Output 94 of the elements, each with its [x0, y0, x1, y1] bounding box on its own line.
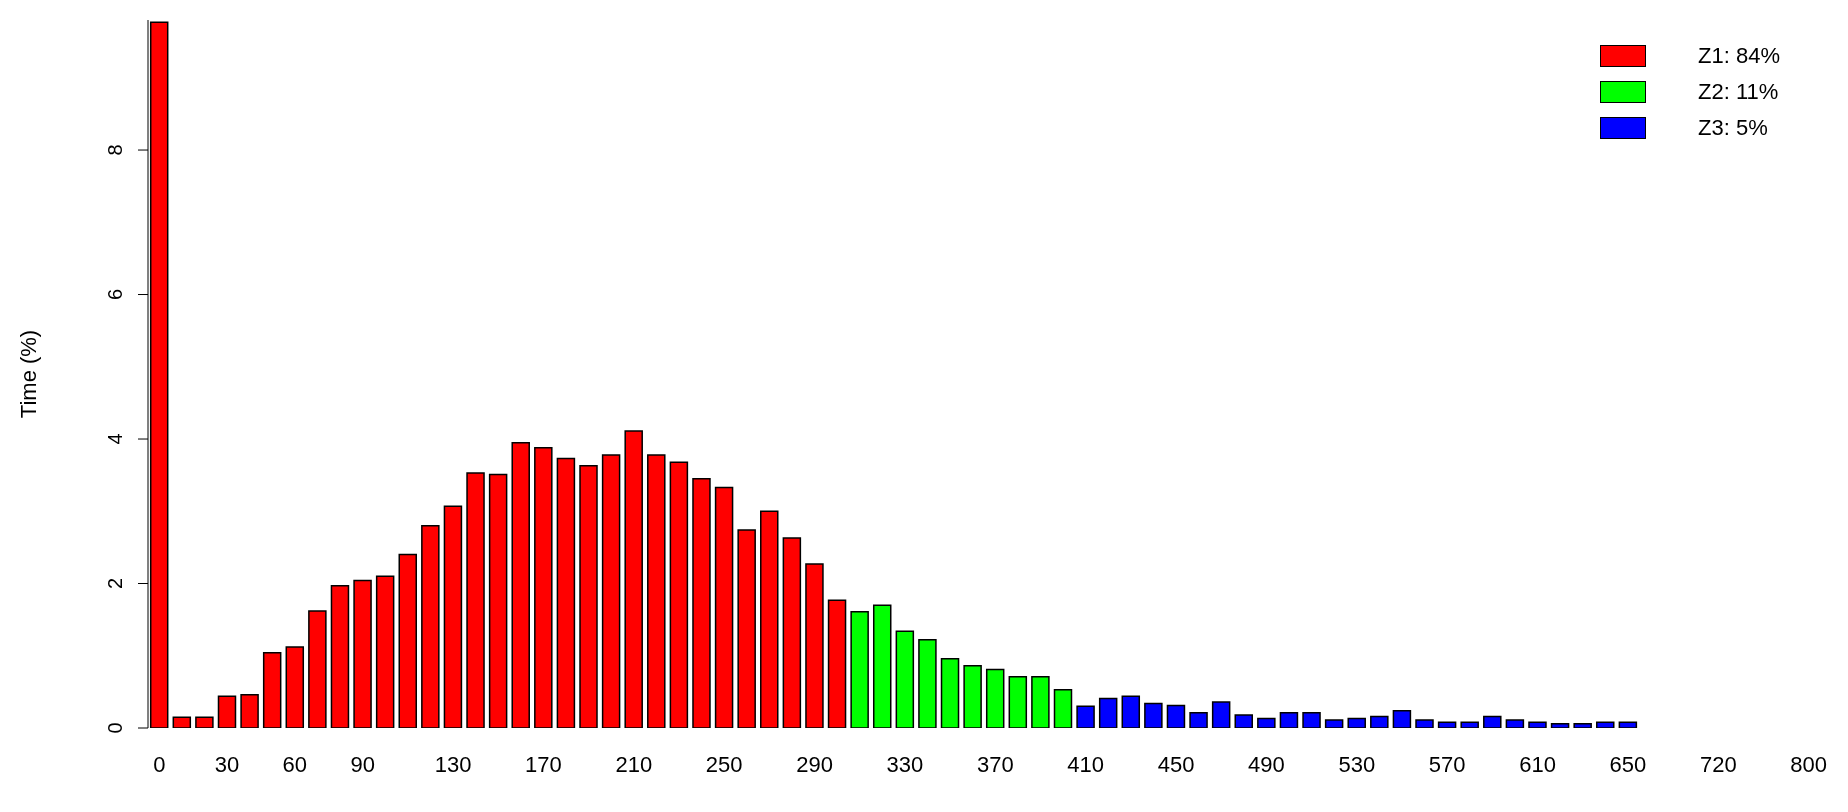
bar — [624, 430, 643, 728]
x-tick-label: 90 — [350, 751, 375, 777]
bar — [918, 639, 937, 728]
bar — [669, 461, 689, 728]
y-tick-label: 6 — [104, 288, 126, 301]
x-tick-label: 650 — [1609, 751, 1647, 777]
bar — [466, 472, 485, 728]
y-tick-label: 8 — [104, 144, 126, 156]
bar — [1505, 719, 1525, 728]
bar — [534, 446, 553, 728]
bar — [240, 694, 259, 728]
x-tick-label: 170 — [525, 751, 562, 777]
x-tick-label: 530 — [1338, 751, 1376, 777]
bar — [556, 457, 576, 728]
x-tick-label: 330 — [886, 751, 924, 777]
x-tick-label: 30 — [214, 751, 240, 777]
bar — [1031, 675, 1050, 728]
bar — [511, 441, 530, 728]
bar — [195, 716, 214, 728]
bar — [285, 646, 305, 728]
bar — [1166, 704, 1186, 728]
bar — [1053, 688, 1073, 728]
bar — [1076, 705, 1095, 728]
bar — [827, 599, 847, 728]
bar — [1573, 722, 1592, 728]
bar — [398, 553, 417, 728]
y-tick-label: 0 — [104, 722, 126, 734]
bar — [1008, 675, 1028, 728]
bar — [1121, 695, 1141, 728]
legend-label: Z2: 11% — [1698, 79, 1779, 105]
legend-label: Z1: 84% — [1698, 43, 1780, 69]
y-axis-title: Time (%) — [15, 329, 41, 419]
bar — [421, 524, 440, 728]
y-tick-label: 4 — [104, 433, 126, 445]
bar — [940, 657, 960, 728]
bar — [1257, 717, 1276, 728]
bar — [1144, 702, 1163, 728]
bar — [985, 668, 1005, 728]
x-tick-label: 800 — [1790, 751, 1828, 777]
bar — [1211, 701, 1231, 728]
x-tick-label: 0 — [153, 751, 166, 777]
bar — [1392, 709, 1412, 728]
bar — [760, 510, 779, 728]
bar — [647, 454, 666, 728]
legend-label: Z3: 5% — [1698, 115, 1768, 141]
bar — [963, 665, 982, 728]
bar — [443, 505, 463, 728]
x-tick-label: 210 — [615, 751, 653, 777]
x-tick-label: 290 — [796, 751, 833, 777]
bar — [1324, 719, 1344, 728]
bar — [1302, 712, 1321, 728]
bar — [262, 652, 282, 728]
bar — [1483, 715, 1502, 728]
bar — [1189, 712, 1208, 728]
x-tick-label: 570 — [1428, 751, 1466, 777]
x-tick-label: 60 — [282, 751, 308, 777]
bar — [1415, 719, 1434, 728]
x-tick-label: 410 — [1067, 751, 1105, 777]
bar — [782, 537, 802, 728]
x-tick-label: 490 — [1248, 751, 1285, 777]
bar — [1098, 697, 1118, 728]
bar — [1550, 722, 1570, 728]
bar — [714, 486, 734, 728]
x-tick-label: 370 — [976, 751, 1014, 777]
bar — [1596, 721, 1615, 728]
bar — [579, 465, 598, 728]
bar — [217, 695, 237, 728]
bar — [850, 610, 869, 728]
x-tick-label: 720 — [1699, 751, 1737, 777]
bar — [375, 575, 395, 728]
bar — [692, 478, 711, 728]
bar — [872, 604, 892, 728]
bar — [1460, 721, 1479, 728]
x-tick-label: 610 — [1519, 751, 1556, 777]
bar — [1528, 721, 1547, 728]
bar — [601, 454, 621, 728]
bar — [1618, 721, 1638, 728]
x-tick-label: 250 — [705, 751, 743, 777]
bar — [308, 610, 327, 728]
bar — [1437, 721, 1457, 728]
bar — [895, 630, 915, 728]
bar — [1347, 717, 1366, 728]
bar — [330, 584, 350, 728]
bar — [172, 716, 192, 728]
bar — [353, 579, 372, 728]
bar — [1234, 714, 1253, 728]
bar — [1279, 712, 1299, 728]
bar — [1370, 715, 1389, 728]
bar — [488, 473, 508, 728]
x-tick-label: 130 — [434, 751, 472, 777]
bar — [737, 529, 756, 728]
bar — [805, 563, 824, 728]
x-tick-label: 450 — [1157, 751, 1195, 777]
y-tick-label: 2 — [104, 577, 126, 590]
